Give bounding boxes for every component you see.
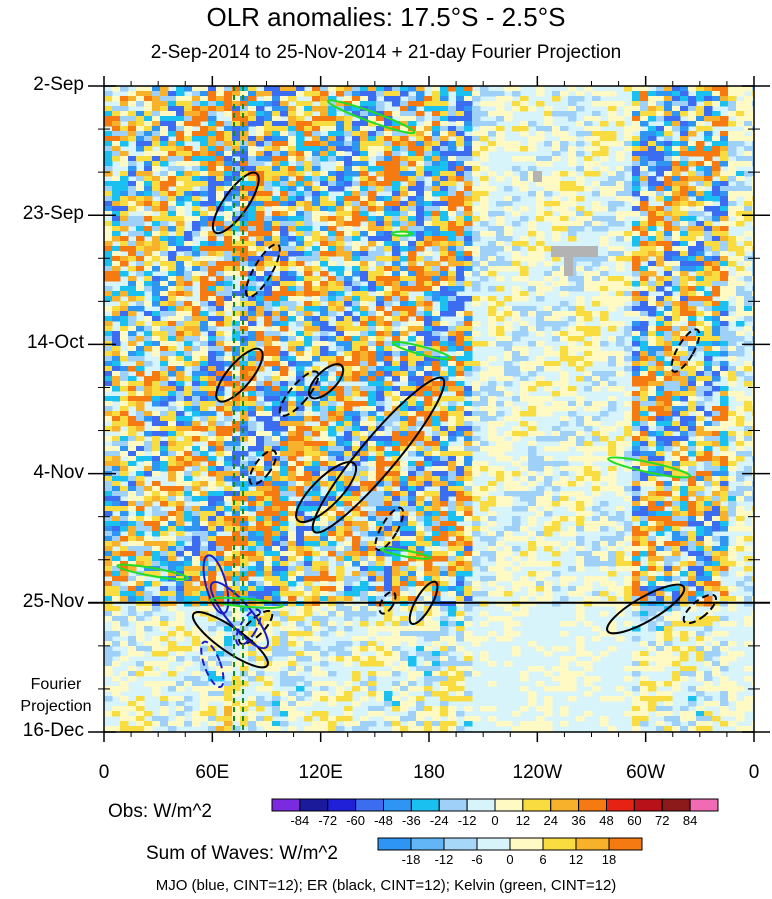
waves-colorbar-swatch — [608, 837, 643, 851]
y-tick-label: 2-Sep — [33, 74, 84, 95]
er-contour-dashed — [244, 243, 281, 298]
obs-colorbar-swatch — [410, 798, 440, 812]
y-tick-label: 25-Nov — [22, 590, 84, 612]
obs-colorbar-swatch — [438, 798, 468, 812]
colorbars — [271, 798, 719, 851]
y-tick-label: 14-Oct — [26, 332, 84, 354]
waves-colorbar-swatch — [509, 837, 544, 851]
waves-colorbar-label: -18 — [401, 852, 421, 867]
obs-colorbar-label: 84 — [682, 813, 698, 828]
mjo-contour-dashed — [235, 608, 262, 647]
er-contour-solid — [408, 580, 439, 625]
waves-colorbar-label: 6 — [539, 852, 547, 867]
waves-colorbar-swatch — [575, 837, 610, 851]
kelvin-contour — [607, 456, 692, 479]
obs-colorbar-label: 72 — [655, 813, 670, 828]
obs-colorbar-swatch — [606, 798, 635, 812]
obs-colorbar-label: -84 — [290, 813, 310, 828]
x-tick-label: 60W — [626, 762, 666, 783]
obs-colorbar-swatch — [522, 798, 552, 812]
er-contour-solid — [311, 376, 446, 534]
er-contour-solid — [606, 583, 686, 635]
obs-colorbar-swatch — [271, 798, 301, 812]
er-contour-solid — [295, 461, 358, 524]
er-contour-dashed — [238, 609, 274, 645]
obs-colorbar-label: 12 — [515, 813, 531, 828]
kelvin-contour — [116, 563, 190, 581]
axes — [88, 76, 770, 742]
missing-data-patch — [551, 246, 598, 257]
obs-colorbar-swatch — [355, 798, 384, 812]
olr-anomaly-field — [104, 86, 754, 732]
obs-colorbar-label: -24 — [429, 813, 449, 828]
x-tick-label: 0 — [748, 762, 760, 783]
er-contour-dashed — [378, 590, 397, 615]
obs-colorbar-swatch — [494, 798, 524, 812]
obs-colorbar-swatch — [633, 798, 663, 812]
obs-colorbar-label: -36 — [401, 813, 421, 828]
kelvin-contour — [390, 230, 413, 237]
obs-colorbar-label: Obs: W/m^2 — [108, 801, 212, 822]
x-tick-label: 60E — [195, 762, 230, 783]
waves-colorbar-label: -12 — [434, 852, 454, 867]
y-tick-label: 16-Dec — [22, 720, 84, 741]
er-contour-dashed — [278, 370, 320, 417]
obs-colorbar-swatch — [466, 798, 496, 812]
waves-colorbar-label: 0 — [506, 852, 514, 867]
waves-colorbar-swatch — [542, 837, 577, 851]
kelvin-contour — [379, 547, 432, 560]
waves-colorbar-label: 18 — [601, 852, 617, 867]
y-tick-label: 23-Sep — [22, 203, 84, 225]
mjo-contour-dashed — [200, 640, 225, 689]
obs-colorbar-label: -72 — [318, 813, 338, 828]
kelvin-contour — [209, 596, 284, 609]
er-contour-dashed — [374, 506, 405, 552]
obs-colorbar-swatch — [578, 798, 607, 812]
obs-colorbar-swatch — [689, 798, 719, 812]
er-contour-solid — [215, 347, 264, 403]
x-tick-label: 120E — [298, 762, 343, 783]
obs-colorbar-label: -60 — [346, 813, 366, 828]
obs-colorbar-swatch — [299, 798, 329, 812]
missing-data-patch — [564, 257, 573, 276]
obs-colorbar-label: 24 — [543, 813, 558, 828]
obs-colorbar-label: -48 — [374, 813, 393, 828]
waves-colorbar-swatch — [443, 837, 478, 851]
x-tick-label: 180 — [413, 762, 445, 783]
er-contour-solid — [211, 171, 260, 235]
missing-data-patch — [533, 171, 542, 182]
waves-colorbar-swatch — [476, 837, 511, 851]
y-tick-label: 4-Nov — [33, 461, 84, 483]
obs-colorbar-label: 48 — [599, 813, 614, 828]
kelvin-contour — [391, 340, 452, 361]
waves-colorbar-label: -6 — [471, 852, 483, 867]
chart-title: OLR anomalies: 17.5°S - 2.5°S — [206, 2, 566, 32]
obs-colorbar-swatch — [383, 798, 412, 812]
fourier-projection-label: Fourier Projection — [20, 676, 92, 715]
er-contour-dashed — [670, 328, 701, 373]
waves-colorbar-label: Sum of Waves: W/m^2 — [146, 843, 338, 864]
obs-colorbar-swatch — [661, 798, 691, 812]
x-tick-label: 0 — [98, 762, 110, 783]
contour-legend: MJO (blue, CINT=12); ER (black, CINT=12)… — [155, 877, 617, 894]
chart-subtitle: 2-Sep-2014 to 25-Nov-2014 + 21-day Fouri… — [150, 42, 622, 63]
obs-colorbar-label: 36 — [571, 813, 586, 828]
waves-colorbar-label: 12 — [568, 852, 584, 867]
obs-colorbar-label: -12 — [457, 813, 477, 828]
kelvin-contour — [326, 99, 416, 135]
obs-colorbar-label: 0 — [491, 813, 499, 828]
wave-contours — [116, 86, 717, 732]
er-contour-dashed — [248, 449, 278, 486]
obs-colorbar-swatch — [550, 798, 580, 812]
waves-colorbar-swatch — [377, 837, 412, 851]
er-contour-solid — [307, 363, 345, 400]
obs-colorbar-swatch — [327, 798, 357, 812]
obs-colorbar-label: 60 — [627, 813, 642, 828]
waves-colorbar-swatch — [410, 837, 445, 851]
x-tick-label: 120W — [512, 762, 563, 783]
